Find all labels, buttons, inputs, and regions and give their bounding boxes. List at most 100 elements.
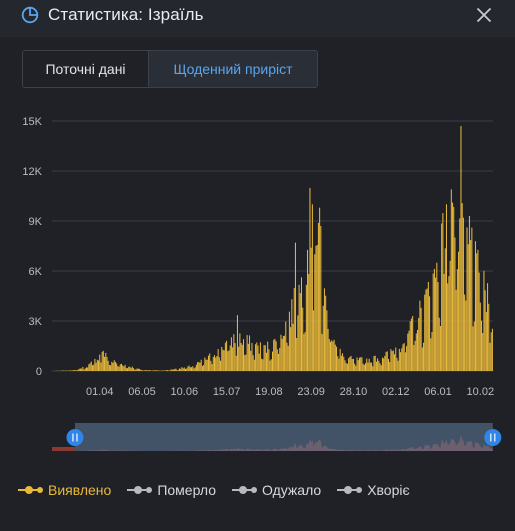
daily-bar[interactable] bbox=[177, 370, 179, 371]
daily-bar[interactable] bbox=[203, 365, 205, 371]
daily-bar[interactable] bbox=[95, 362, 97, 371]
daily-bar[interactable] bbox=[424, 294, 426, 371]
daily-bar[interactable] bbox=[438, 317, 440, 371]
daily-bar[interactable] bbox=[107, 360, 109, 371]
daily-bar[interactable] bbox=[342, 353, 344, 371]
daily-bar[interactable] bbox=[313, 310, 315, 371]
daily-bar[interactable] bbox=[294, 242, 296, 371]
daily-bar[interactable] bbox=[239, 333, 241, 371]
daily-bar[interactable] bbox=[327, 328, 329, 371]
daily-bar[interactable] bbox=[375, 361, 377, 371]
daily-bar[interactable] bbox=[409, 321, 411, 371]
daily-bar[interactable] bbox=[400, 352, 402, 371]
daily-bar[interactable] bbox=[148, 370, 150, 371]
range-handle-end[interactable] bbox=[484, 429, 502, 446]
daily-bar[interactable] bbox=[267, 341, 269, 371]
daily-bar[interactable] bbox=[338, 358, 340, 371]
daily-bar[interactable] bbox=[83, 369, 85, 371]
daily-bar[interactable] bbox=[479, 302, 481, 371]
daily-bar[interactable] bbox=[307, 249, 309, 371]
daily-bar[interactable] bbox=[427, 281, 429, 371]
daily-bar[interactable] bbox=[209, 353, 211, 371]
daily-bar[interactable] bbox=[392, 350, 394, 371]
legend-item-recovered[interactable]: Одужало bbox=[232, 482, 321, 498]
daily-bar[interactable] bbox=[474, 241, 476, 371]
daily-bar[interactable] bbox=[343, 356, 345, 371]
daily-bar[interactable] bbox=[484, 290, 486, 371]
daily-bar[interactable] bbox=[476, 253, 478, 371]
daily-bar[interactable] bbox=[329, 341, 332, 371]
daily-bar[interactable] bbox=[357, 360, 359, 371]
daily-bar[interactable] bbox=[317, 222, 319, 371]
daily-bar[interactable] bbox=[426, 288, 428, 371]
daily-bar[interactable] bbox=[379, 363, 381, 371]
daily-bar[interactable] bbox=[213, 355, 216, 371]
daily-bar[interactable] bbox=[100, 362, 102, 371]
daily-bar[interactable] bbox=[381, 357, 383, 371]
daily-bar[interactable] bbox=[82, 366, 84, 371]
daily-bar[interactable] bbox=[155, 370, 158, 371]
legend-item-active[interactable]: Хворіє bbox=[337, 482, 410, 498]
daily-bar[interactable] bbox=[88, 364, 90, 371]
daily-bar[interactable] bbox=[269, 360, 271, 371]
daily-bar[interactable] bbox=[101, 351, 103, 371]
daily-bar[interactable] bbox=[276, 349, 278, 371]
daily-bar[interactable] bbox=[458, 251, 460, 371]
daily-bar[interactable] bbox=[430, 338, 432, 371]
daily-bar[interactable] bbox=[163, 370, 165, 371]
daily-bar[interactable] bbox=[467, 244, 469, 371]
daily-bar[interactable] bbox=[413, 344, 415, 371]
daily-bar[interactable] bbox=[352, 358, 354, 371]
daily-bar[interactable] bbox=[410, 318, 412, 371]
daily-bar[interactable] bbox=[201, 366, 203, 371]
daily-bar[interactable] bbox=[191, 367, 193, 371]
daily-bar[interactable] bbox=[235, 355, 237, 371]
daily-bar[interactable] bbox=[217, 349, 219, 371]
daily-bar[interactable] bbox=[174, 369, 176, 371]
daily-bar[interactable] bbox=[180, 368, 182, 371]
daily-bar[interactable] bbox=[287, 345, 289, 371]
daily-bar[interactable] bbox=[435, 277, 437, 371]
daily-bar[interactable] bbox=[461, 203, 463, 371]
daily-bar[interactable] bbox=[166, 370, 168, 371]
daily-bar[interactable] bbox=[443, 273, 445, 371]
daily-bar[interactable] bbox=[118, 366, 120, 371]
daily-bar[interactable] bbox=[99, 354, 101, 371]
daily-bar[interactable] bbox=[181, 367, 183, 371]
daily-bar[interactable] bbox=[200, 359, 202, 371]
daily-bar[interactable] bbox=[418, 317, 420, 371]
daily-bar[interactable] bbox=[447, 283, 449, 371]
daily-bar[interactable] bbox=[89, 363, 91, 371]
daily-bar[interactable] bbox=[230, 337, 232, 371]
daily-bar[interactable] bbox=[416, 329, 418, 371]
daily-bar[interactable] bbox=[305, 284, 307, 371]
daily-bar[interactable] bbox=[348, 358, 350, 371]
daily-bar[interactable] bbox=[251, 342, 253, 371]
daily-bar[interactable] bbox=[423, 342, 425, 371]
daily-bar[interactable] bbox=[490, 332, 492, 371]
daily-bar[interactable] bbox=[271, 351, 274, 371]
daily-bar[interactable] bbox=[395, 347, 397, 371]
daily-bar[interactable] bbox=[262, 359, 264, 371]
daily-bar[interactable] bbox=[184, 368, 187, 371]
daily-bar[interactable] bbox=[274, 338, 276, 371]
daily-bar[interactable] bbox=[172, 369, 174, 371]
daily-bar[interactable] bbox=[142, 370, 144, 371]
daily-bar[interactable] bbox=[485, 312, 487, 371]
daily-bar[interactable] bbox=[412, 315, 414, 371]
daily-bar[interactable] bbox=[91, 365, 93, 371]
daily-bar[interactable] bbox=[482, 333, 484, 371]
daily-bar[interactable] bbox=[176, 369, 178, 371]
daily-bar[interactable] bbox=[62, 370, 64, 371]
daily-bar[interactable] bbox=[402, 344, 404, 371]
daily-bar[interactable] bbox=[220, 360, 222, 371]
daily-bar[interactable] bbox=[187, 366, 189, 371]
daily-bar[interactable] bbox=[273, 339, 275, 371]
daily-bar[interactable] bbox=[175, 368, 177, 371]
daily-bar[interactable] bbox=[380, 365, 382, 371]
daily-bar[interactable] bbox=[232, 347, 234, 371]
daily-bar[interactable] bbox=[406, 346, 408, 371]
daily-bar[interactable] bbox=[302, 307, 304, 371]
legend-item-deaths[interactable]: Померло bbox=[127, 482, 216, 498]
daily-bar[interactable] bbox=[199, 362, 201, 371]
